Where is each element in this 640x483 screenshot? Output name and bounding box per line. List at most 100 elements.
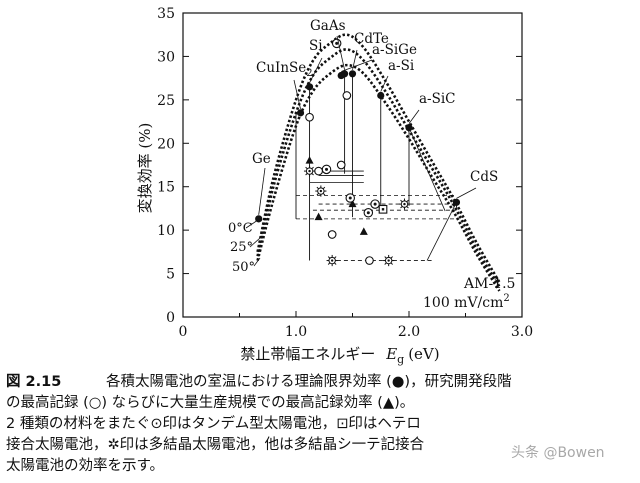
material-label-6: a-Si: [388, 58, 415, 74]
y-tick-label: 10: [157, 223, 175, 239]
rd-record-point-0: [305, 112, 314, 122]
caption-line-3: 2 種類の材料をまたぐ⊙印はタンデム型太陽電池，⊡印はヘテロ: [6, 416, 421, 432]
mass-production-point-3: [359, 227, 368, 235]
polycrystal-point-ray-2: [327, 262, 331, 265]
caption-line-1: 各積太陽電池の室温における理論限界効率 (●)，研究開発段階: [106, 374, 512, 390]
material-leader-8: [456, 187, 477, 199]
caption-number: 図 2.15: [6, 374, 62, 390]
polycrystal-point-ray-2: [334, 262, 337, 265]
theory-point-2: [305, 83, 314, 91]
polycrystal-point-ray-0: [311, 166, 314, 170]
polycrystal-point-ray-0: [305, 166, 308, 170]
guide-diagonal-0: [408, 127, 446, 212]
theory-point-1: [296, 109, 305, 117]
rd-record-point-1: [314, 166, 323, 176]
condition-am: AM-1.5: [463, 276, 515, 292]
polycrystal-point-ray-1: [316, 186, 319, 190]
theory-point-8: [452, 198, 461, 206]
y-axis-label: 変換効率 (%): [136, 123, 154, 214]
rd-record-point-4: [327, 230, 337, 239]
x-axis-label: 禁止帯幅エネルギー Eg (eV): [240, 345, 439, 366]
polycrystal-point-ray-2: [334, 256, 337, 259]
polycrystal-point-ray-4: [406, 199, 409, 203]
polycrystal-point-ray-0: [305, 172, 308, 176]
condition-power: 100 mV/cm2: [423, 293, 510, 311]
heterojunction-point-center-0: [381, 208, 385, 211]
x-axis-label-text: 禁止帯幅エネルギー: [240, 345, 375, 363]
guide-diagonal-1: [426, 202, 457, 261]
x-tick-label: 2.0: [398, 324, 420, 340]
mass-production-point-0: [305, 156, 314, 164]
y-tick-label: 30: [157, 49, 175, 65]
material-label-1: CuInSe2: [256, 60, 313, 79]
material-label-5: a-SiGe: [372, 42, 417, 58]
temperature-leader-0: [245, 219, 259, 229]
theory-point-4: [340, 70, 349, 78]
y-tick-label: 0: [166, 310, 175, 326]
material-leader-3: [336, 35, 345, 70]
temperature-label-0: 0°C: [228, 221, 253, 236]
caption-line-4: 接合太陽電池，✲印は多結晶太陽電池，他は多結晶シ一テ記接合: [6, 437, 425, 453]
polycrystal-point-ray-0: [311, 172, 314, 176]
caption-line-5: 太陽電池の効率を示す。: [6, 458, 165, 474]
theory-curve-2: [256, 63, 501, 292]
polycrystal-point-center-4: [403, 202, 406, 206]
polycrystal-point-center-1: [319, 189, 323, 193]
y-tick-label: 35: [157, 6, 175, 22]
data-marks: [255, 38, 461, 267]
polycrystal-point-ray-4: [406, 205, 409, 209]
x-axis-symbol: E: [385, 345, 397, 363]
material-label-3: GaAs: [310, 18, 346, 34]
mass-production-point-1: [314, 212, 323, 221]
polycrystal-point-center-3: [387, 259, 390, 262]
material-leader-7: [408, 109, 420, 124]
axis-ticks: 0 5 10 15 20 25 30 35 0 1.0 2.0 3.0: [157, 6, 533, 340]
x-tick-label: 1.0: [285, 324, 307, 340]
material-label-0: Ge: [252, 151, 271, 167]
rd-record-point-2: [336, 160, 346, 170]
polycrystal-point-ray-3: [384, 256, 387, 259]
caption-line-2: の最高記録 (○) ならびに大量生産規模での最高記録効率 (▲)。: [6, 395, 415, 411]
polycrystal-point-ray-4: [400, 199, 403, 203]
x-tick-label: 3.0: [511, 324, 533, 340]
tandem-point-center-4: [366, 211, 370, 215]
material-leader-4: [352, 49, 358, 70]
y-tick-label: 20: [157, 136, 175, 152]
polycrystal-point-center-2: [330, 259, 334, 262]
polycrystal-point-ray-2: [327, 256, 331, 259]
temperature-label-1: 25°: [230, 240, 253, 255]
tandem-point-center-1: [325, 167, 329, 171]
x-tick-label: 0: [179, 324, 188, 340]
polycrystal-point-center-0: [308, 169, 311, 173]
material-label-2: Si: [309, 38, 323, 54]
y-tick-label: 5: [166, 267, 175, 283]
polycrystal-point-ray-1: [316, 192, 319, 196]
theory-point-5: [348, 70, 357, 78]
condition-power-sup: 2: [503, 293, 509, 304]
condition-power-text: 100 mV/cm: [423, 295, 503, 311]
polycrystal-point-ray-3: [390, 256, 393, 259]
material-leader-0: [258, 167, 266, 215]
polycrystal-point-ray-1: [322, 186, 326, 190]
material-label-8: CdS: [470, 169, 498, 185]
rd-record-point-3: [342, 91, 352, 100]
material-leader-2: [309, 57, 323, 84]
temperature-label-2: 50°: [232, 260, 255, 275]
temperature-leader-1: [249, 237, 261, 248]
polycrystal-point-ray-1: [322, 192, 326, 196]
material-leader-5: [341, 59, 373, 72]
caption-text: 各積太陽電池の室温における理論限界効率 (●)，研究開発段階 の最高記録 (○)…: [6, 372, 634, 477]
x-axis-subscript: g: [397, 353, 404, 366]
polycrystal-point-ray-4: [400, 205, 403, 209]
tandem-point-center-3: [373, 202, 377, 206]
theory-curve-1: [256, 48, 501, 288]
theory-point-7: [405, 124, 413, 132]
material-leader-1: [293, 79, 301, 109]
y-tick-label: 25: [157, 93, 175, 109]
watermark: 头条 @Bowen: [511, 445, 605, 461]
material-label-4: CdTe: [354, 31, 389, 47]
rd-record-point-5: [365, 256, 374, 265]
polycrystal-point-ray-3: [390, 262, 393, 265]
polycrystal-point-ray-3: [384, 262, 387, 265]
